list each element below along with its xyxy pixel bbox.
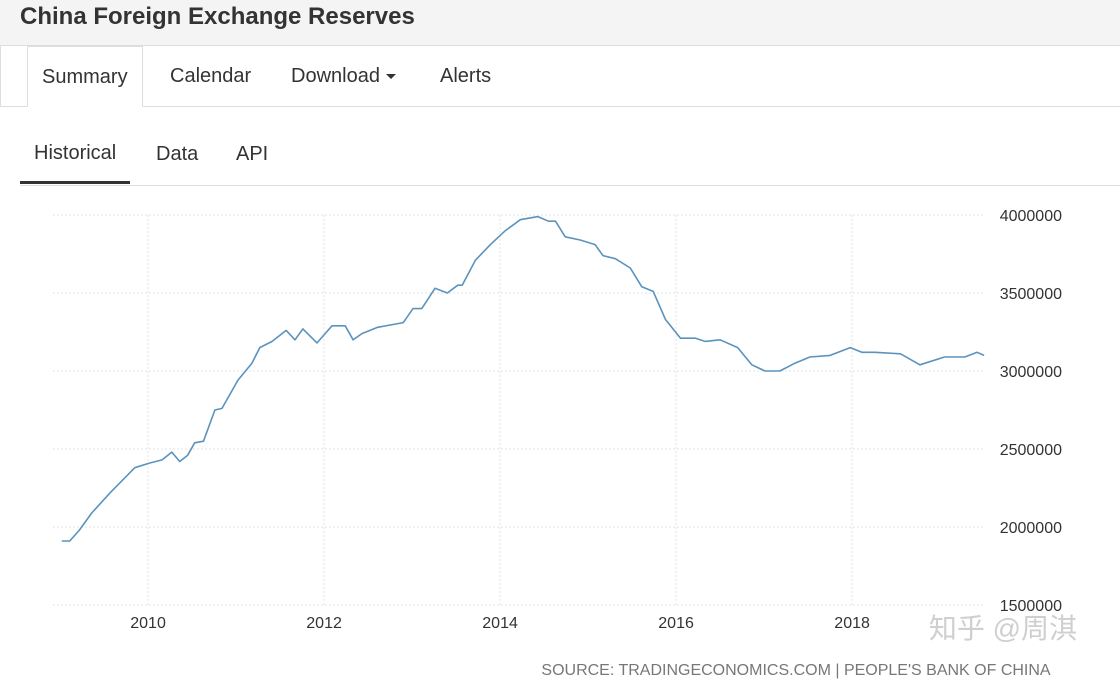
y-tick-label: 3000000 <box>1000 364 1062 381</box>
subtab-bar: Historical Data API <box>20 108 1120 186</box>
x-tick-label: 2014 <box>482 615 518 632</box>
dropdown-caret[interactable] <box>385 74 396 80</box>
page-title: China Foreign Exchange Reserves <box>20 3 415 30</box>
tab[interactable]: Download <box>291 46 396 107</box>
x-tick-label: 2012 <box>306 615 342 632</box>
tab-bar: Summary Calendar Download Alerts <box>0 46 1120 107</box>
tab-label[interactable]: Download <box>291 65 380 87</box>
title-bar: China Foreign Exchange Reserves <box>0 0 1120 46</box>
subtab[interactable]: Data <box>156 143 199 165</box>
y-tick-label: 3500000 <box>1000 286 1062 303</box>
x-tick-label: 2010 <box>130 615 166 632</box>
data-line <box>61 215 985 542</box>
y-tick-label: 4000000 <box>1000 208 1062 225</box>
chart: 2018 2016 2014 2012 2010 4000000 3500000 300000… <box>53 208 1077 679</box>
y-tick-label: 2500000 <box>1000 442 1062 459</box>
tab[interactable]: Alerts <box>440 65 492 87</box>
x-tick-label: 2018 <box>834 615 870 632</box>
source-note: SOURCE: TRADINGECONOMICS.COM | PEOPLE'S … <box>541 662 1051 679</box>
tab[interactable]: Summary <box>27 46 143 107</box>
x-tick-label: 2016 <box>658 615 694 632</box>
subtab[interactable]: API <box>236 143 269 165</box>
subtab[interactable]: Historical <box>20 142 131 184</box>
tab[interactable]: Calendar <box>170 65 252 87</box>
y-tick-label: 2000000 <box>1000 520 1062 537</box>
watermark: 知乎 @周淇 <box>929 613 1077 644</box>
y-tick-label: 1500000 <box>1000 598 1062 615</box>
